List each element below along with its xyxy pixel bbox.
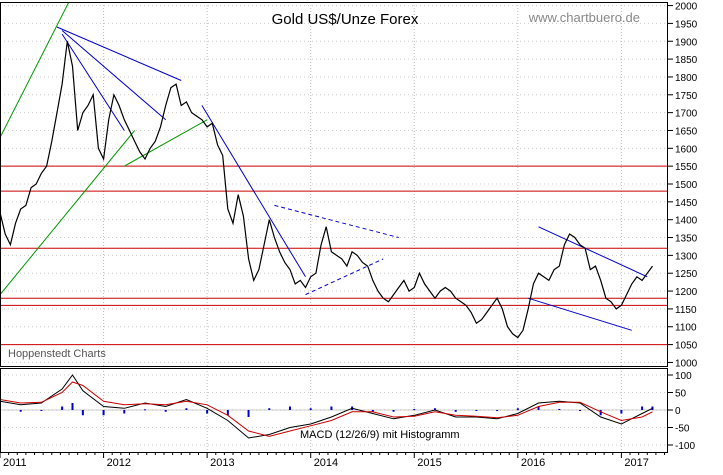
ytick-label-1800: 1800 [675,73,698,84]
trendline-4 [274,204,399,239]
macd-panel-frame [0,368,668,453]
histogram-bar [19,410,22,412]
price-panel-frame [0,2,668,367]
ytick-label-1000: 1000 [675,358,698,369]
histogram-bar [392,410,395,412]
xtick-label-2013: 2013 [210,457,234,469]
macd-ytick-label-100: 100 [675,371,692,382]
chart-title: Gold US$/Unze Forex [272,11,419,28]
histogram-bar [40,410,43,411]
trendline-9 [0,130,136,295]
histogram-bar [433,408,436,410]
ytick-label-1750: 1750 [675,91,698,102]
ytick-label-1500: 1500 [675,180,698,191]
macd-ytick-label-50: 50 [675,389,687,400]
histogram-bar [620,410,623,414]
trendline-10 [124,119,208,167]
histogram-bar [268,408,271,410]
histogram-bar [247,410,250,417]
histogram-bar [599,410,602,416]
ytick-label-1100: 1100 [675,323,697,334]
ytick-label-1900: 1900 [675,37,698,48]
histogram-bar [61,406,64,410]
histogram-bar [206,410,209,414]
histogram-bar [641,406,644,410]
gold-price-line [0,41,653,339]
histogram-bar [413,408,416,410]
signal-line [0,381,653,437]
ytick-label-1250: 1250 [675,269,698,280]
ytick-label-1150: 1150 [675,305,697,316]
ytick-label-1950: 1950 [675,19,698,30]
trendline-5 [305,258,384,296]
ytick-label-1400: 1400 [675,216,698,227]
histogram-bar [102,410,105,416]
histogram-bar [537,406,540,410]
macd-ytick-label--100: -100 [675,441,695,452]
histogram-bar [454,410,457,412]
histogram-bar [475,410,478,411]
ytick-label-1600: 1600 [675,144,698,155]
ytick-label-2000: 2000 [675,2,698,13]
trendline-0 [56,26,182,81]
trendline-3 [201,105,306,278]
support-resistance-lines [0,165,668,346]
ytick-label-1300: 1300 [675,251,698,262]
xtick-label-2014: 2014 [314,457,338,469]
ytick-label-1550: 1550 [675,162,698,173]
ytick-label-1200: 1200 [675,287,698,298]
macd-ytick-label--50: -50 [675,424,690,435]
histogram-bar [288,406,291,410]
macd-panel [0,374,668,439]
xtick-label-2017: 2017 [624,457,648,469]
ytick-label-1350: 1350 [675,234,698,245]
trendline-7 [538,226,648,278]
xtick-label-2016: 2016 [521,457,545,469]
macd-ytick-label-0: 0 [675,406,681,417]
ytick-label-1450: 1450 [675,198,698,209]
price-series [0,41,653,339]
watermark: www.chartbuero.de [528,10,640,25]
histogram-bar [81,410,84,416]
trendline-6 [528,297,632,331]
xtick-label-2012: 2012 [107,457,131,469]
macd-line [0,374,653,439]
xtick-label-2015: 2015 [417,457,441,469]
histogram-bar [371,410,374,412]
histogram-bar [558,408,561,410]
histogram-bar [226,410,229,416]
histogram-bar [330,406,333,410]
trendline-2 [61,33,125,131]
axes: 2011 2012 2013 2014 2015 2016 2017100010501100… [0,2,698,469]
ytick-label-1650: 1650 [675,126,698,137]
histogram-bar [143,409,146,411]
histogram-bar [164,410,167,412]
histogram-bar [123,410,126,414]
histogram-bar [71,403,74,410]
trendline-8 [0,2,70,138]
histogram-bar [496,410,499,412]
source-label: Hoppenstedt Charts [8,348,106,360]
macd-label: MACD (12/26/9) mit Histogramm [300,429,460,441]
trendlines [0,2,648,331]
histogram-bar [309,408,312,410]
histogram-bar [578,410,581,411]
xtick-label-2011: 2011 [3,457,27,469]
histogram-bar [185,408,188,410]
ytick-label-1050: 1050 [675,341,698,352]
ytick-label-1700: 1700 [675,109,698,120]
trendline-1 [61,30,167,121]
ytick-label-1850: 1850 [675,55,698,66]
histogram-bar [516,408,519,410]
